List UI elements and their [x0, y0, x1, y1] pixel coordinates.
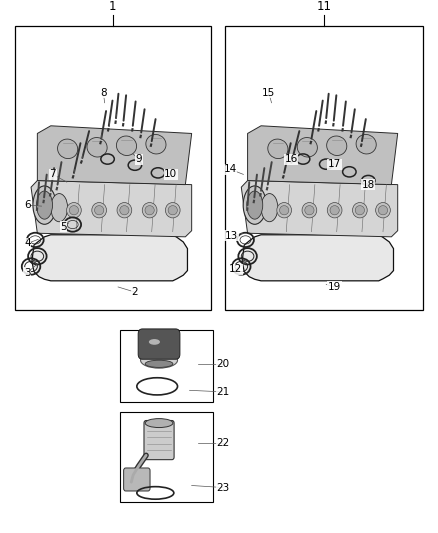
Ellipse shape — [356, 134, 376, 154]
FancyBboxPatch shape — [138, 329, 180, 359]
FancyBboxPatch shape — [144, 421, 174, 459]
Ellipse shape — [117, 136, 137, 156]
Ellipse shape — [297, 138, 318, 157]
Ellipse shape — [277, 203, 292, 218]
Ellipse shape — [57, 139, 78, 158]
Ellipse shape — [166, 203, 180, 218]
Text: 18: 18 — [362, 180, 375, 190]
Polygon shape — [32, 235, 187, 281]
Text: 21: 21 — [216, 387, 230, 397]
Text: 15: 15 — [262, 87, 275, 98]
Ellipse shape — [268, 139, 288, 158]
Ellipse shape — [327, 136, 347, 156]
Text: 13: 13 — [225, 231, 238, 241]
Ellipse shape — [51, 193, 67, 222]
Ellipse shape — [149, 339, 160, 345]
Bar — [15, 26, 211, 310]
Text: 14: 14 — [224, 164, 237, 174]
Text: 9: 9 — [136, 154, 142, 164]
Polygon shape — [37, 126, 192, 184]
Ellipse shape — [330, 206, 339, 215]
Text: 10: 10 — [164, 169, 177, 180]
Bar — [120, 413, 213, 502]
Ellipse shape — [279, 206, 289, 215]
Ellipse shape — [378, 206, 388, 215]
Ellipse shape — [87, 138, 107, 157]
Ellipse shape — [145, 206, 154, 215]
Text: 4: 4 — [24, 238, 31, 248]
Ellipse shape — [120, 206, 129, 215]
Ellipse shape — [168, 206, 177, 215]
Ellipse shape — [117, 203, 132, 218]
Text: 11: 11 — [317, 0, 332, 13]
Ellipse shape — [95, 206, 104, 215]
FancyBboxPatch shape — [124, 468, 150, 491]
Ellipse shape — [353, 203, 367, 218]
Text: 7: 7 — [49, 169, 56, 180]
Ellipse shape — [92, 203, 106, 218]
Ellipse shape — [67, 203, 81, 218]
Ellipse shape — [327, 203, 342, 218]
Ellipse shape — [141, 352, 177, 368]
Text: 22: 22 — [216, 438, 230, 448]
Ellipse shape — [142, 203, 157, 218]
Ellipse shape — [305, 206, 314, 215]
Text: 1: 1 — [109, 0, 117, 13]
Polygon shape — [247, 126, 398, 184]
Text: 8: 8 — [100, 87, 107, 98]
Polygon shape — [31, 181, 192, 237]
Ellipse shape — [33, 186, 56, 224]
Ellipse shape — [261, 193, 278, 222]
Text: 5: 5 — [60, 222, 67, 232]
Ellipse shape — [376, 203, 390, 218]
Text: 20: 20 — [217, 359, 230, 369]
Text: 12: 12 — [229, 264, 243, 274]
Polygon shape — [241, 181, 398, 237]
Text: 2: 2 — [131, 287, 138, 297]
Bar — [225, 26, 423, 310]
Ellipse shape — [145, 418, 173, 427]
Ellipse shape — [36, 191, 53, 219]
Ellipse shape — [355, 206, 364, 215]
Text: 3: 3 — [24, 268, 31, 278]
Ellipse shape — [247, 191, 263, 219]
Polygon shape — [242, 235, 393, 281]
Text: 23: 23 — [216, 482, 230, 492]
Ellipse shape — [302, 203, 317, 218]
Ellipse shape — [243, 186, 266, 224]
Ellipse shape — [145, 360, 173, 367]
Ellipse shape — [69, 206, 78, 215]
Bar — [120, 330, 213, 402]
Ellipse shape — [146, 134, 166, 154]
Text: 6: 6 — [24, 200, 31, 210]
Text: 19: 19 — [328, 282, 341, 292]
Text: 17: 17 — [328, 159, 341, 169]
Text: 16: 16 — [285, 154, 298, 164]
